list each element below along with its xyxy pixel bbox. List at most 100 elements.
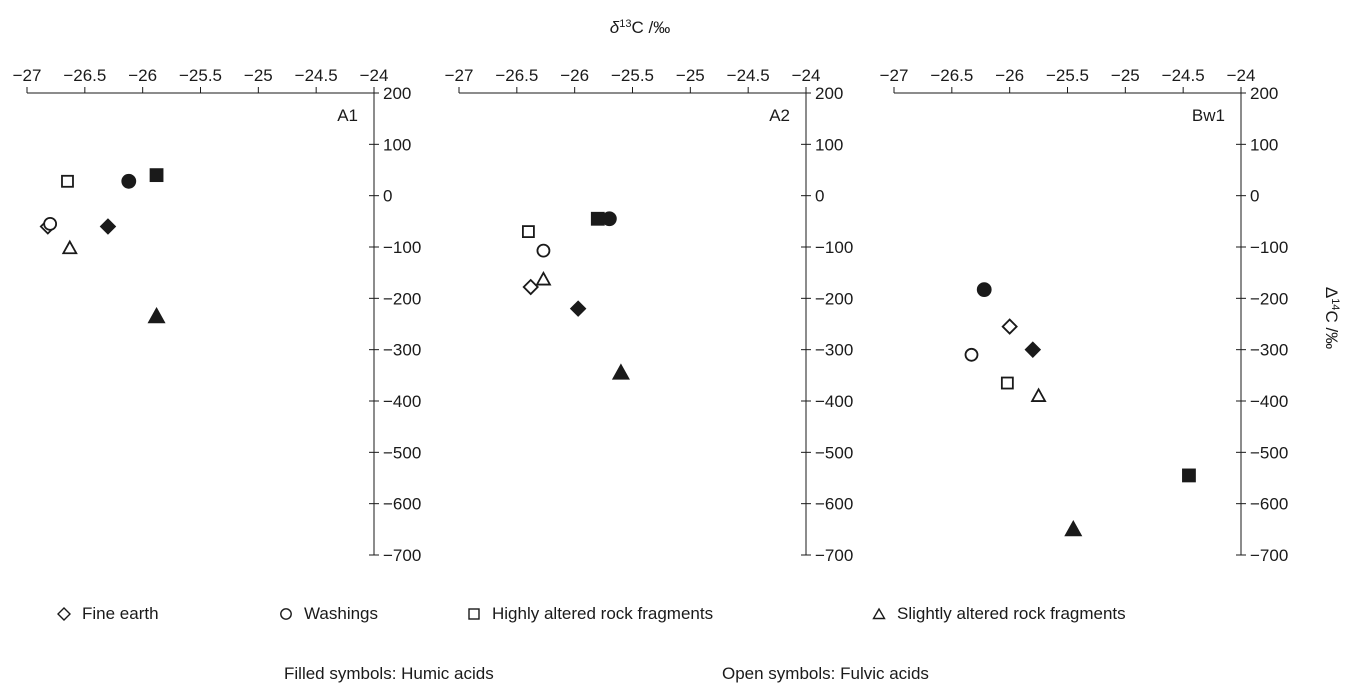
legend-item-washings: Washings xyxy=(278,604,378,624)
legend-item-slightly-altered: Slightly altered rock fragments xyxy=(871,604,1126,624)
data-point-washings-fulvic xyxy=(43,216,58,231)
y-tick-label: −700 xyxy=(815,546,853,565)
x-tick-label: −26 xyxy=(995,66,1024,85)
x-tick-label: −27 xyxy=(880,66,909,85)
legend-label-highly-altered: Highly altered rock fragments xyxy=(492,604,714,623)
x-tick-label: −24 xyxy=(1227,66,1256,85)
data-point-slightly-altered-fulvic xyxy=(1030,387,1047,402)
scatter-figure: δ13C /‰ Δ14C /‰ −27 −26.5 −26 −25.5 −25 −24.5… xyxy=(13,18,1341,565)
x-tick-label: −27 xyxy=(13,66,42,85)
y-tick-label: −300 xyxy=(383,341,421,360)
y-tick-label: 100 xyxy=(1250,135,1278,154)
open-square-icon xyxy=(468,608,480,620)
panel-label: Bw1 xyxy=(1192,106,1225,125)
x-axis-title: δ13C /‰ xyxy=(610,18,670,37)
y-tick-label: −600 xyxy=(1250,495,1288,514)
y-axis-title-symbol: Δ xyxy=(1322,287,1341,298)
y-tick-label: −600 xyxy=(383,495,421,514)
y-axis-title-superscript: 14 xyxy=(1329,298,1341,310)
data-point-fine-earth-humic xyxy=(1024,341,1042,358)
y-tick-label: −600 xyxy=(815,495,853,514)
y-tick-label: −100 xyxy=(815,238,853,257)
x-tick-label: −24.5 xyxy=(295,66,338,85)
x-axis-title-superscript: 13 xyxy=(619,18,631,30)
x-tick-label: −26 xyxy=(128,66,157,85)
y-tick-label: 0 xyxy=(383,187,392,206)
legend-item-highly-altered: Highly altered rock fragments xyxy=(466,604,713,624)
y-tick-label: −100 xyxy=(383,238,421,257)
data-point-fine-earth-humic xyxy=(569,300,587,317)
y-tick-label: 0 xyxy=(815,187,824,206)
data-point-washings-humic xyxy=(601,211,617,227)
x-tick-label: −26.5 xyxy=(63,66,106,85)
panel-label: A1 xyxy=(337,106,358,125)
y-axis-title: Δ14C /‰ xyxy=(1322,287,1341,349)
data-point-washings-fulvic xyxy=(964,347,979,362)
x-tick-label: −25 xyxy=(1111,66,1140,85)
legend-label-washings: Washings xyxy=(304,604,379,623)
legend-label-slightly-altered: Slightly altered rock fragments xyxy=(897,604,1126,623)
x-tick-label: −25 xyxy=(676,66,705,85)
data-point-washings-fulvic xyxy=(536,243,551,258)
y-tick-label: 200 xyxy=(815,84,843,103)
legend-label-fine-earth: Fine earth xyxy=(82,604,159,623)
y-axis-title-text: C /‰ xyxy=(1322,310,1341,349)
y-tick-label: −200 xyxy=(1250,289,1288,308)
data-point-highly-altered-humic xyxy=(149,168,164,183)
data-point-fine-earth-fulvic xyxy=(1001,318,1018,335)
y-tick-label: 200 xyxy=(1250,84,1278,103)
x-tick-label: −25 xyxy=(244,66,273,85)
y-tick-label: −500 xyxy=(383,443,421,462)
x-tick-label: −25.5 xyxy=(179,66,222,85)
y-tick-label: 200 xyxy=(383,84,411,103)
data-point-slightly-altered-fulvic xyxy=(535,270,552,286)
data-point-slightly-altered-humic xyxy=(147,306,166,324)
x-tick-label: −24 xyxy=(792,66,821,85)
y-tick-label: −700 xyxy=(383,546,421,565)
y-tick-label: −200 xyxy=(815,289,853,308)
data-point-highly-altered-humic xyxy=(1182,468,1196,483)
data-point-highly-altered-fulvic xyxy=(1000,376,1014,390)
y-tick-label: −700 xyxy=(1250,546,1288,565)
x-tick-label: −25.5 xyxy=(1046,66,1089,85)
y-tick-label: 100 xyxy=(815,135,843,154)
data-point-washings-humic xyxy=(121,173,137,189)
x-tick-label: −26.5 xyxy=(495,66,538,85)
data-point-highly-altered-humic xyxy=(590,211,605,226)
legend: Fine earth Washings Highly altered rock … xyxy=(0,604,1348,640)
x-tick-label: −24 xyxy=(360,66,389,85)
x-axis-title-symbol: δ xyxy=(610,18,620,37)
note-open-symbols: Open symbols: Fulvic acids xyxy=(722,664,929,683)
y-tick-label: −500 xyxy=(815,443,853,462)
y-tick-label: −300 xyxy=(1250,341,1288,360)
y-tick-label: 100 xyxy=(383,135,411,154)
y-tick-label: −400 xyxy=(815,392,853,411)
y-tick-label: 0 xyxy=(1250,187,1259,206)
open-diamond-icon xyxy=(57,607,71,621)
legend-item-fine-earth: Fine earth xyxy=(56,604,159,624)
y-tick-label: −300 xyxy=(815,341,853,360)
y-tick-label: −400 xyxy=(383,392,421,411)
y-tick-label: −100 xyxy=(1250,238,1288,257)
data-point-slightly-altered-humic xyxy=(1064,519,1083,537)
x-tick-label: −27 xyxy=(445,66,474,85)
note-filled-symbols: Filled symbols: Humic acids xyxy=(284,664,494,683)
y-tick-label: −200 xyxy=(383,289,421,308)
x-axis-title-text: C /‰ xyxy=(631,18,670,37)
data-point-washings-humic xyxy=(976,282,992,298)
panel-label: A2 xyxy=(769,106,790,125)
x-tick-label: −24.5 xyxy=(1162,66,1205,85)
data-point-slightly-altered-fulvic xyxy=(61,239,78,255)
open-triangle-icon xyxy=(872,607,886,620)
x-tick-label: −26.5 xyxy=(930,66,973,85)
x-tick-label: −26 xyxy=(560,66,589,85)
data-point-highly-altered-fulvic xyxy=(522,225,535,239)
data-point-slightly-altered-humic xyxy=(611,363,630,380)
y-tick-label: −500 xyxy=(1250,443,1288,462)
panels: −27 −26.5 −26 −25.5 −25 −24.5 −242001000−100−2… xyxy=(13,66,1289,565)
y-axis-title-group: Δ14C /‰ xyxy=(1322,287,1341,349)
data-point-fine-earth-humic xyxy=(99,218,117,235)
